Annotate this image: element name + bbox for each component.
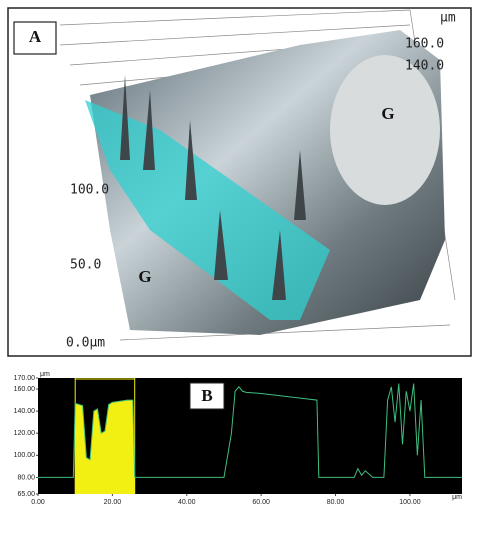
scale-label: 140.0 [405,59,444,74]
surface-patch [330,55,440,205]
unit-label: μm [440,11,456,26]
y-tick-label: 80.00 [17,474,35,481]
x-axis-label: μm [452,494,462,501]
scale-label: 160.0 [405,37,444,52]
scale-label: 50.0 [70,258,101,273]
x-tick-label: 20.00 [104,499,122,506]
y-tick-label: 170.00 [14,375,36,382]
y-axis-label: μm [40,371,50,378]
y-tick-label: 160.00 [14,386,36,393]
x-tick-label: 0.00 [31,499,45,506]
x-tick-label: 100.00 [399,499,421,506]
region-label: G [381,104,394,123]
x-tick-label: 60.00 [252,499,270,506]
x-tick-label: 80.00 [327,499,345,506]
scale-label: 0.0μm [66,336,105,351]
x-tick-label: 40.00 [178,499,196,506]
panel-label: B [201,386,212,405]
figure: A G G μm 160.0 140.0 100.0 50.0 0.0μm 65… [0,0,479,538]
y-tick-label: 100.00 [14,452,36,459]
panel-a: A G G μm 160.0 140.0 100.0 50.0 0.0μm [8,8,471,356]
y-tick-label: 120.00 [14,430,36,437]
y-tick-label: 140.00 [14,408,36,415]
y-tick-label: 65.00 [17,491,35,498]
region-label: G [138,267,151,286]
panel-b: 65.00 80.00 100.00 120.00 140.00 160.00 170.00… [14,371,463,506]
scale-label: 100.0 [70,183,109,198]
panel-label: A [29,27,42,46]
